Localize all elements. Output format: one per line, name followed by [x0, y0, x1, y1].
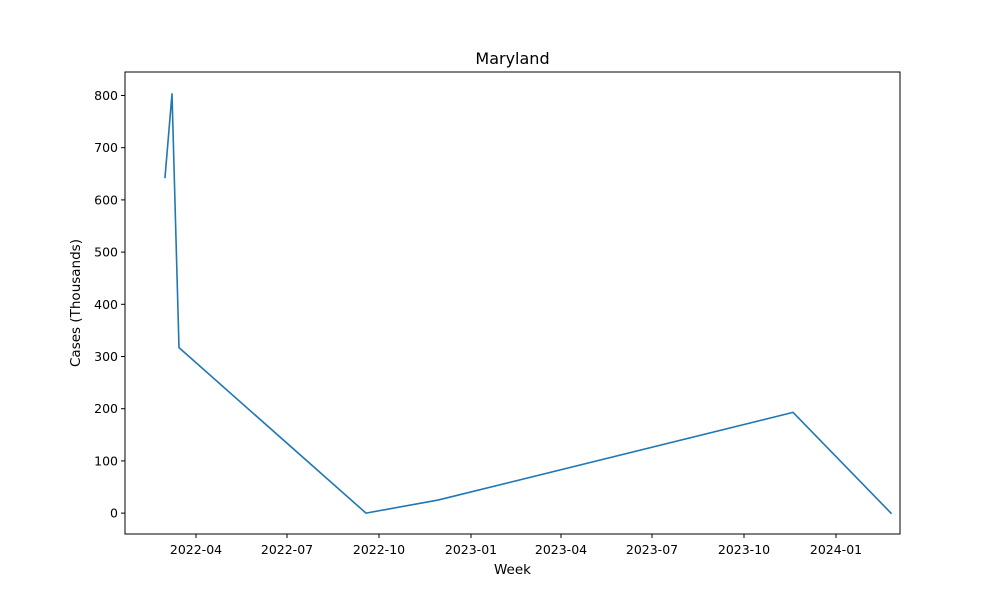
x-tick-label: 2023-10 [718, 542, 770, 557]
x-tick-label: 2023-07 [626, 542, 678, 557]
y-tick-label: 600 [94, 192, 118, 207]
y-tick-label: 300 [94, 349, 118, 364]
x-tick-label: 2022-04 [170, 542, 222, 557]
y-tick-label: 800 [94, 88, 118, 103]
y-axis-ticks: 0 100 200 300 400 500 600 700 800 [94, 88, 125, 521]
x-tick-label: 2022-10 [353, 542, 405, 557]
y-tick-label: 200 [94, 401, 118, 416]
x-tick-label: 2023-04 [535, 542, 587, 557]
x-tick-label: 2023-01 [445, 542, 497, 557]
y-tick-label: 400 [94, 297, 118, 312]
x-axis-ticks: 2022-04 2022-07 2022-10 2023-01 2023-04 2023-… [170, 534, 862, 557]
x-tick-label: 2022-07 [261, 542, 313, 557]
series-layer [164, 93, 893, 515]
chart-title: Maryland [475, 49, 549, 68]
x-tick-label: 2024-01 [810, 542, 862, 557]
y-tick-label: 500 [94, 245, 118, 260]
plot-area-frame [124, 71, 901, 535]
y-axis-label: Cases (Thousands) [68, 239, 84, 367]
series-line [164, 93, 893, 515]
x-axis-label: Week [494, 562, 531, 578]
y-tick-label: 700 [94, 140, 118, 155]
y-tick-label: 0 [110, 506, 118, 521]
y-tick-label: 100 [94, 453, 118, 468]
